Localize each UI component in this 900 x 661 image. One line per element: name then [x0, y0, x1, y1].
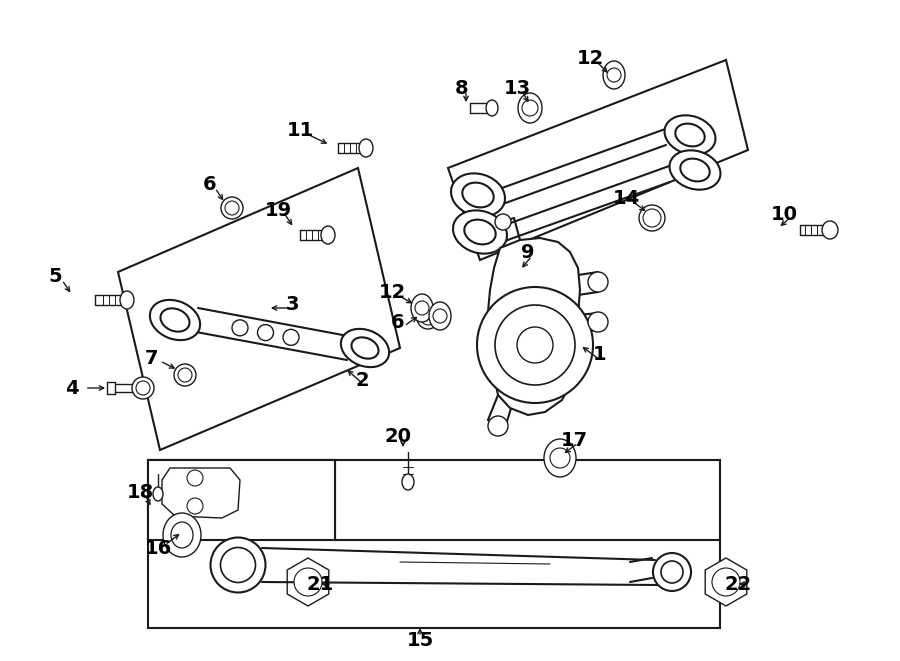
Text: 11: 11 — [286, 120, 313, 139]
Text: 17: 17 — [561, 430, 588, 449]
Circle shape — [136, 381, 150, 395]
Ellipse shape — [429, 302, 451, 330]
Ellipse shape — [639, 205, 665, 231]
Text: 22: 22 — [724, 574, 751, 594]
Text: 13: 13 — [503, 79, 531, 98]
Text: 14: 14 — [612, 188, 640, 208]
Ellipse shape — [120, 291, 134, 309]
Circle shape — [257, 325, 274, 340]
Ellipse shape — [451, 173, 505, 217]
Circle shape — [495, 214, 511, 230]
Text: 19: 19 — [265, 200, 292, 219]
Ellipse shape — [670, 150, 721, 190]
Text: 6: 6 — [203, 176, 217, 194]
Text: 4: 4 — [65, 379, 79, 397]
Circle shape — [294, 568, 322, 596]
Ellipse shape — [518, 93, 542, 123]
Ellipse shape — [132, 377, 154, 399]
Ellipse shape — [359, 139, 373, 157]
Ellipse shape — [675, 124, 705, 146]
Ellipse shape — [321, 226, 335, 244]
Ellipse shape — [220, 547, 256, 582]
Ellipse shape — [822, 221, 838, 239]
Ellipse shape — [341, 329, 389, 367]
Ellipse shape — [486, 100, 498, 116]
Ellipse shape — [453, 210, 507, 254]
Circle shape — [550, 448, 570, 468]
Text: 2: 2 — [356, 371, 369, 389]
Circle shape — [421, 311, 435, 325]
Ellipse shape — [163, 513, 201, 557]
Text: 12: 12 — [378, 282, 406, 301]
Text: 15: 15 — [407, 631, 434, 650]
Circle shape — [178, 368, 192, 382]
Circle shape — [433, 309, 447, 323]
Polygon shape — [118, 168, 400, 450]
Ellipse shape — [221, 197, 243, 219]
Polygon shape — [488, 238, 580, 415]
Ellipse shape — [211, 537, 266, 592]
Ellipse shape — [463, 182, 494, 208]
Ellipse shape — [417, 307, 439, 329]
Text: 9: 9 — [521, 243, 535, 262]
Ellipse shape — [402, 474, 414, 490]
Text: 8: 8 — [455, 79, 469, 98]
Circle shape — [477, 287, 593, 403]
Circle shape — [232, 320, 248, 336]
Circle shape — [225, 201, 239, 215]
Circle shape — [488, 416, 508, 436]
Text: 12: 12 — [576, 48, 604, 67]
Circle shape — [588, 272, 608, 292]
Text: 3: 3 — [285, 295, 299, 315]
Ellipse shape — [680, 159, 710, 181]
Ellipse shape — [171, 522, 193, 548]
Ellipse shape — [150, 300, 200, 340]
Ellipse shape — [603, 61, 625, 89]
Text: 7: 7 — [145, 348, 158, 368]
Text: 16: 16 — [144, 539, 172, 557]
Ellipse shape — [661, 561, 683, 583]
Circle shape — [643, 209, 661, 227]
Polygon shape — [162, 468, 240, 518]
Ellipse shape — [653, 553, 691, 591]
Polygon shape — [287, 558, 328, 606]
Ellipse shape — [664, 115, 716, 155]
Ellipse shape — [411, 294, 433, 322]
Text: 21: 21 — [306, 574, 334, 594]
Circle shape — [712, 568, 740, 596]
Ellipse shape — [174, 364, 196, 386]
Polygon shape — [148, 460, 720, 628]
Circle shape — [588, 312, 608, 332]
Circle shape — [517, 327, 553, 363]
Circle shape — [283, 329, 299, 345]
Text: 5: 5 — [49, 268, 62, 286]
Polygon shape — [148, 460, 335, 540]
Polygon shape — [448, 60, 748, 260]
Polygon shape — [706, 558, 747, 606]
Circle shape — [187, 498, 203, 514]
Text: 6: 6 — [392, 313, 405, 332]
Circle shape — [415, 301, 429, 315]
Ellipse shape — [464, 219, 496, 245]
Ellipse shape — [160, 308, 190, 332]
Text: 10: 10 — [770, 206, 797, 225]
Circle shape — [187, 470, 203, 486]
Circle shape — [607, 68, 621, 82]
Text: 1: 1 — [593, 346, 607, 364]
Text: 20: 20 — [384, 428, 411, 446]
Ellipse shape — [544, 439, 576, 477]
Ellipse shape — [352, 337, 379, 359]
Circle shape — [495, 305, 575, 385]
Circle shape — [522, 100, 538, 116]
Text: 18: 18 — [126, 483, 154, 502]
Ellipse shape — [153, 487, 163, 501]
